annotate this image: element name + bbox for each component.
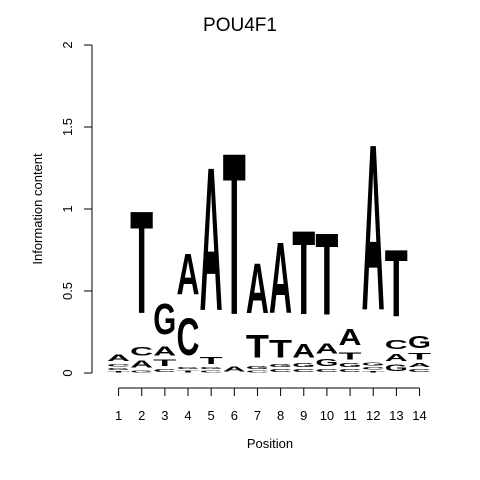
logo-letter-a: A: [269, 221, 292, 334]
logo-letter-g: G: [385, 363, 408, 373]
x-tick-label: 13: [389, 408, 403, 423]
logo-letter-a: A: [200, 125, 223, 354]
x-tick-label: 12: [366, 408, 380, 423]
logo-letter-g: G: [408, 333, 431, 353]
logo-stacks: TGCAGACTCTAGTGCACGTAATCGTACGTACGATCGATCG…: [107, 95, 431, 373]
x-tick-label: 6: [231, 408, 238, 423]
logo-letter-c: C: [362, 366, 385, 370]
x-tick-label: 5: [208, 408, 215, 423]
logo-letter-a: A: [339, 324, 362, 350]
logo-letter-g: G: [107, 367, 130, 370]
y-axis: 0 0.5 1 1.5 2: [60, 41, 93, 377]
logo-letter-c: C: [339, 368, 362, 373]
logo-letter-t: T: [408, 352, 431, 362]
logo-letter-c: C: [153, 368, 176, 373]
y-tick-label: 0.5: [60, 282, 75, 300]
logo-letter-c: C: [269, 368, 292, 373]
logo-letter-t: T: [292, 204, 315, 339]
y-tick-label: 1: [60, 205, 75, 212]
logo-letter-a: A: [292, 340, 315, 362]
x-axis: 1 2 3 4 5 6 7 8 9 10 11 12 13 14: [115, 387, 427, 423]
logo-letter-t: T: [385, 231, 408, 338]
x-tick-label: 10: [320, 408, 334, 423]
logo-letter-a: A: [315, 341, 338, 357]
y-tick-label: 0: [60, 369, 75, 376]
logo-letter-t: T: [107, 371, 130, 373]
logo-column: AT: [223, 106, 246, 373]
logo-letter-a: A: [107, 353, 130, 363]
logo-letter-g: G: [292, 362, 315, 369]
x-tick-label: 4: [184, 408, 191, 423]
logo-letter-t: T: [246, 329, 270, 365]
logo-letter-a: A: [362, 95, 385, 360]
logo-letter-a: A: [385, 352, 408, 363]
logo-letter-g: G: [153, 294, 176, 343]
x-tick-label: 11: [343, 408, 357, 423]
logo-letter-g: G: [246, 365, 269, 370]
x-tick-label: 2: [138, 408, 145, 423]
logo-letter-a: A: [153, 344, 176, 359]
y-tick-label: 1.5: [60, 118, 75, 136]
logo-letter-t: T: [153, 358, 176, 368]
logo-letter-c: C: [130, 345, 153, 358]
logo-letter-g: G: [339, 362, 362, 369]
x-tick-label: 9: [300, 408, 307, 423]
logo-letter-t: T: [200, 355, 223, 367]
logo-letter-t: T: [223, 106, 246, 364]
logo-letter-c: C: [200, 370, 223, 373]
x-tick-label: 3: [161, 408, 168, 423]
x-tick-label: 1: [115, 408, 122, 423]
logo-letter-g: G: [200, 367, 223, 370]
logo-letter-a: A: [223, 365, 246, 373]
logo-letter-a: A: [408, 361, 431, 368]
x-tick-label: 8: [277, 408, 284, 423]
logo-letter-a: A: [130, 359, 153, 370]
logo-letter-a: A: [246, 248, 269, 328]
logo-letter-c: C: [107, 363, 130, 367]
logo-letter-c: C: [315, 368, 338, 373]
logo-letter-g: G: [130, 370, 153, 373]
logo-letter-c: C: [408, 368, 431, 373]
logo-letter-c: C: [292, 368, 315, 373]
logo-letter-c: C: [246, 370, 269, 373]
logo-letter-c: C: [176, 309, 199, 367]
logo-letter-a: A: [176, 241, 199, 307]
logo-letter-g: G: [269, 363, 292, 368]
chart-title: POU4F1: [203, 15, 277, 36]
y-tick-label: 2: [60, 41, 75, 48]
logo-letter-c: C: [385, 337, 408, 352]
logo-letter-t: T: [176, 370, 200, 373]
logo-letter-g: G: [315, 357, 338, 369]
y-axis-label: Information content: [30, 153, 45, 265]
logo-letter-t: T: [269, 335, 293, 363]
x-tick-label: 14: [412, 408, 426, 423]
logo-letter-t: T: [315, 209, 338, 340]
x-tick-label: 7: [254, 408, 261, 423]
x-axis-label: Position: [247, 436, 293, 451]
logo-letter-g: G: [362, 362, 385, 367]
logo-letter-g: G: [176, 367, 199, 370]
logo-letter-t: T: [339, 350, 362, 362]
logo-letter-t: T: [362, 371, 385, 373]
logo-letter-t: T: [130, 180, 153, 344]
